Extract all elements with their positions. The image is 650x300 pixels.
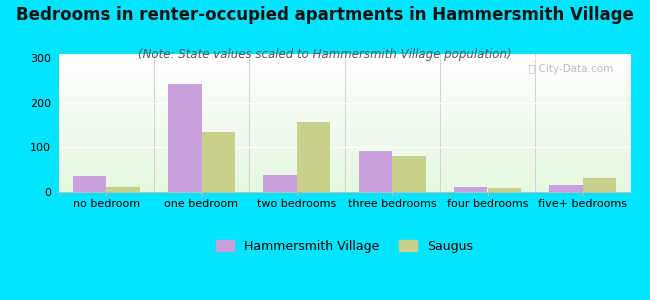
Bar <box>583 178 616 192</box>
Bar <box>297 122 330 192</box>
Bar <box>359 151 392 192</box>
Bar <box>73 176 106 192</box>
Bar <box>392 156 426 192</box>
Legend: Hammersmith Village, Saugus: Hammersmith Village, Saugus <box>211 235 478 257</box>
Text: Ⓢ City-Data.com: Ⓢ City-Data.com <box>529 64 614 74</box>
Bar <box>263 175 297 192</box>
Bar <box>168 84 202 192</box>
Bar <box>549 185 583 192</box>
Bar <box>202 132 235 192</box>
Bar <box>488 188 521 192</box>
Bar <box>106 187 140 192</box>
Text: Bedrooms in renter-occupied apartments in Hammersmith Village: Bedrooms in renter-occupied apartments i… <box>16 6 634 24</box>
Text: (Note: State values scaled to Hammersmith Village population): (Note: State values scaled to Hammersmit… <box>138 48 512 61</box>
Bar <box>454 187 488 192</box>
